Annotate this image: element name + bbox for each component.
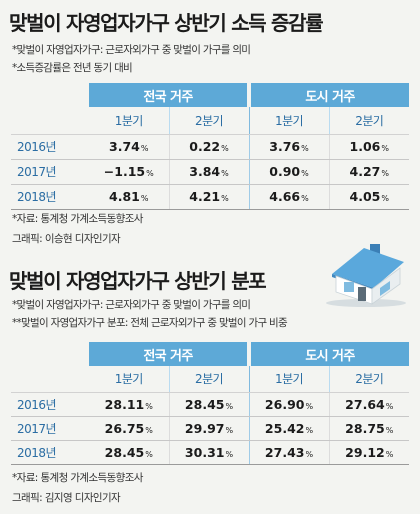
percent-unit: %: [145, 401, 153, 411]
section1-note-2: *소득증감률은 전년 동기 대비: [12, 62, 133, 74]
percent-unit: %: [385, 401, 394, 411]
percent-unit: %: [145, 449, 153, 459]
section1-table: 전국 거주 도시 거주 1분기 2분기 1분기 2분기 2016년 3.74% …: [11, 83, 409, 210]
quarter-header: 1분기: [89, 366, 169, 393]
cell-value: 28.45: [104, 444, 145, 460]
percent-unit: %: [305, 425, 314, 435]
house-icon: [326, 244, 406, 307]
cell-value: 0.90: [269, 164, 301, 179]
section2-source: *자료: 통계청 가계소득동향조사: [12, 472, 143, 484]
row-year: 2018년: [11, 184, 89, 210]
quarter-header: 2분기: [168, 107, 249, 135]
cell-value: 3.76: [269, 139, 301, 154]
section2-title: 맞벌이 자영업자가구 상반기 분포: [9, 269, 267, 293]
percent-unit: %: [305, 449, 314, 459]
cell-value: 27.43: [264, 444, 305, 460]
group-header-national: 전국 거주: [89, 342, 249, 366]
section1-note-1: *맞벌이 자영업자가구: 근로자외가구 중 맞벌이 가구를 의미: [12, 44, 251, 56]
section1-graphic-credit: 그래픽: 이승현 디자인기자: [12, 233, 121, 245]
cell-value: 26.90: [264, 396, 305, 412]
quarter-header: 2분기: [168, 366, 249, 393]
percent-unit: %: [221, 144, 229, 153]
cell-value: 29.97: [184, 420, 225, 436]
quarter-header: 1분기: [248, 366, 329, 393]
percent-unit: %: [221, 169, 229, 178]
quarter-header: 2분기: [328, 107, 409, 135]
section2-graphic-credit: 그래픽: 김지영 디자인기자: [12, 492, 121, 504]
percent-unit: %: [225, 449, 234, 459]
cell-value: 28.75: [345, 420, 385, 436]
cell-value: 4.66: [269, 189, 301, 204]
cell-value: 4.27: [349, 164, 381, 179]
cell-value: 1.06: [349, 139, 381, 154]
row-year: 2018년: [11, 440, 89, 465]
percent-unit: %: [140, 144, 149, 153]
cell-value: 30.31: [184, 444, 225, 460]
cell-value: 29.12: [345, 444, 385, 460]
cell-value: 3.84: [189, 164, 221, 179]
sub-corner: [11, 366, 89, 393]
cell-value: 3.74: [109, 139, 140, 154]
percent-unit: %: [385, 449, 394, 459]
cell-value: 4.21: [189, 189, 221, 204]
cell-value: −1.15: [103, 164, 146, 179]
row-year: 2016년: [11, 134, 89, 160]
percent-unit: %: [381, 144, 389, 153]
section2-table: 전국 거주 도시 거주 1분기 2분기 1분기 2분기 2016년 28.11%…: [11, 342, 409, 465]
cell-value: 4.05: [349, 189, 381, 204]
table-row: 2018년 28.45% 30.31% 27.43% 29.12%: [11, 440, 409, 465]
table-corner: [11, 342, 89, 366]
table-corner: [11, 83, 89, 107]
percent-unit: %: [225, 425, 234, 435]
cell-value: 28.45: [184, 396, 225, 412]
percent-unit: %: [381, 194, 389, 203]
group-header-urban: 도시 거주: [247, 83, 409, 107]
table-row: 2016년 28.11% 28.45% 26.90% 27.64%: [11, 392, 409, 417]
table-row: 2018년 4.81% 4.21% 4.66% 4.05%: [11, 184, 409, 210]
table-row: 2017년 −1.15% 3.84% 0.90% 4.27%: [11, 159, 409, 185]
percent-unit: %: [301, 144, 309, 153]
percent-unit: %: [140, 194, 149, 203]
percent-unit: %: [305, 401, 314, 411]
group-header-urban: 도시 거주: [247, 342, 409, 366]
percent-unit: %: [301, 194, 309, 203]
section1-source: *자료: 통계청 가계소득동향조사: [12, 213, 143, 225]
percent-unit: %: [145, 425, 153, 435]
cell-value: 0.22: [189, 139, 221, 154]
row-year: 2016년: [11, 392, 89, 417]
percent-unit: %: [221, 194, 229, 203]
group-header-national: 전국 거주: [89, 83, 249, 107]
percent-unit: %: [146, 169, 154, 178]
table-row: 2016년 3.74% 0.22% 3.76% 1.06%: [11, 134, 409, 160]
table-row: 2017년 26.75% 29.97% 25.42% 28.75%: [11, 416, 409, 441]
section2-note-1: *맞벌이 자영업자가구: 근로자외가구 중 맞벌이 가구를 의미: [12, 299, 251, 311]
cell-value: 4.81: [109, 189, 140, 204]
quarter-header: 2분기: [328, 366, 409, 393]
cell-value: 26.75: [104, 420, 145, 436]
cell-value: 28.11: [104, 396, 145, 412]
section1-title: 맞벌이 자영업자가구 상반기 소득 증감률: [9, 11, 324, 35]
percent-unit: %: [301, 169, 309, 178]
percent-unit: %: [385, 425, 394, 435]
percent-unit: %: [381, 169, 389, 178]
row-year: 2017년: [11, 159, 89, 185]
quarter-header: 1분기: [248, 107, 329, 135]
row-year: 2017년: [11, 416, 89, 441]
quarter-header: 1분기: [89, 107, 169, 135]
sub-corner: [11, 107, 89, 135]
cell-value: 25.42: [264, 420, 305, 436]
cell-value: 27.64: [345, 396, 385, 412]
section2-note-2: **맞벌이 자영업자가구 분포: 전체 근로자외가구 중 맞벌이 가구 비중: [12, 317, 288, 329]
percent-unit: %: [225, 401, 234, 411]
